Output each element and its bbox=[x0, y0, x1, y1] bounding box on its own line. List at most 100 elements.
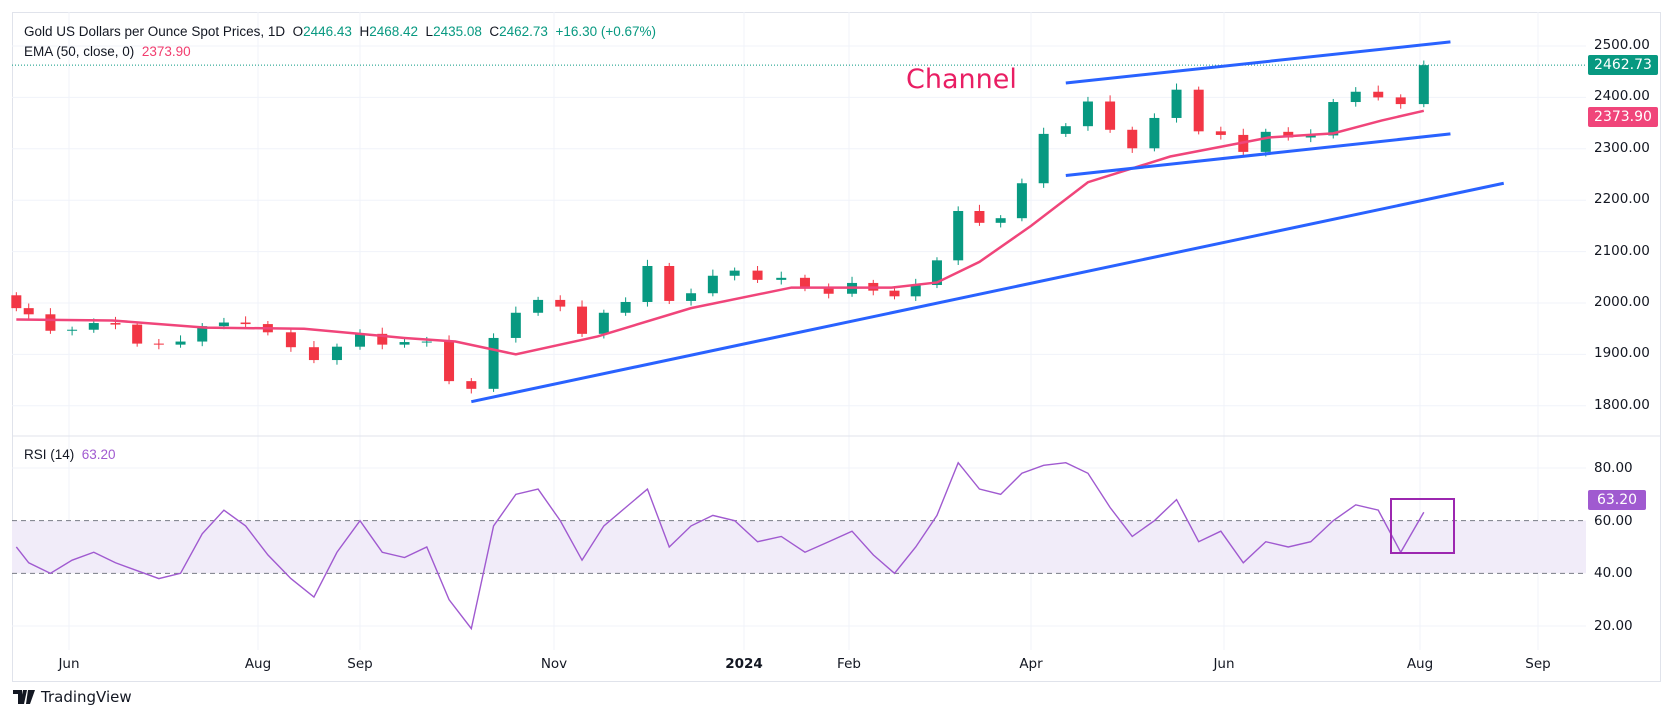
close-value: 2462.73 bbox=[499, 24, 548, 39]
time-axis-label: Jun bbox=[1213, 656, 1235, 672]
candle-body bbox=[110, 323, 121, 325]
candle-body bbox=[1305, 135, 1316, 138]
candle-body bbox=[577, 306, 588, 334]
ema-line bbox=[16, 109, 1425, 356]
time-axis-label: Feb bbox=[837, 656, 861, 672]
price-axis-label: 1800.00 bbox=[1594, 396, 1650, 413]
trendline-channel-lower bbox=[1065, 132, 1451, 178]
rsi-axis-label: 20.00 bbox=[1594, 617, 1633, 634]
candle-body bbox=[1082, 101, 1093, 127]
change-value: +16.30 (+0.67%) bbox=[555, 24, 657, 39]
candle-body bbox=[776, 277, 787, 280]
symbol-legend: Gold US Dollars per Ounce Spot Prices, 1… bbox=[24, 24, 656, 39]
trendline-support bbox=[471, 181, 1505, 404]
candle-body bbox=[1215, 131, 1226, 135]
candle-body bbox=[889, 290, 900, 297]
candle-body bbox=[686, 293, 697, 301]
candle-body bbox=[377, 333, 388, 345]
candle-body bbox=[466, 381, 477, 389]
candle-body bbox=[533, 299, 544, 313]
candle-body bbox=[1328, 102, 1339, 136]
rsi-line bbox=[15, 461, 1425, 631]
price-axis-label: 2300.00 bbox=[1594, 139, 1650, 156]
candle-body bbox=[444, 341, 455, 382]
candle-body bbox=[45, 314, 56, 331]
high-value: 2468.42 bbox=[369, 24, 419, 39]
candle-body bbox=[132, 324, 143, 344]
candle-body bbox=[1149, 117, 1160, 149]
price-axis-label: 2500.00 bbox=[1594, 37, 1650, 53]
candle-body bbox=[175, 341, 186, 345]
open-label: O bbox=[292, 24, 304, 39]
candle-body bbox=[331, 346, 342, 361]
candle-body bbox=[555, 299, 566, 307]
price-axis-label: 2200.00 bbox=[1594, 191, 1650, 208]
rsi-axis-label: 80.00 bbox=[1594, 460, 1633, 476]
rsi-value: 63.20 bbox=[81, 447, 116, 462]
candle-body bbox=[488, 337, 499, 389]
candle-body bbox=[823, 288, 834, 294]
candle-body bbox=[752, 270, 763, 280]
candle-body bbox=[910, 285, 921, 297]
rsi-axis-label: 40.00 bbox=[1594, 565, 1633, 582]
candle-body bbox=[197, 326, 208, 342]
chart-frame bbox=[12, 12, 1661, 682]
candle-body bbox=[1260, 131, 1271, 152]
high-label: H bbox=[359, 24, 370, 39]
candle-body bbox=[1038, 133, 1049, 184]
candle-body bbox=[11, 295, 22, 309]
symbol-title: Gold US Dollars per Ounce Spot Prices, 1… bbox=[24, 24, 286, 39]
time-axis-label: Sep bbox=[347, 656, 373, 672]
ema-value: 2373.90 bbox=[141, 44, 191, 59]
channel-annotation[interactable]: Channel bbox=[906, 64, 1017, 95]
candle-body bbox=[1418, 65, 1429, 105]
time-axis-label: 2024 bbox=[725, 656, 763, 672]
candle-body bbox=[1373, 91, 1384, 98]
candle-body bbox=[995, 218, 1006, 223]
time-axis-label: Jun bbox=[58, 656, 80, 672]
candle-body bbox=[218, 322, 229, 327]
candle-body bbox=[1127, 129, 1138, 149]
candle-body bbox=[1350, 91, 1361, 103]
low-label: L bbox=[425, 24, 434, 39]
time-axis-label: Sep bbox=[1525, 656, 1551, 672]
candle-body bbox=[620, 301, 631, 313]
price-axis-label: 2100.00 bbox=[1594, 242, 1650, 259]
candle-body bbox=[399, 342, 410, 345]
ema-price-tag: 2373.90 bbox=[1588, 107, 1658, 127]
candle-body bbox=[285, 332, 296, 348]
rsi-axis-label: 60.00 bbox=[1594, 512, 1633, 529]
rsi-label: RSI (14) bbox=[24, 447, 75, 462]
price-axis-label: 2400.00 bbox=[1594, 88, 1650, 105]
price-axis-label: 1900.00 bbox=[1594, 345, 1650, 362]
time-axis-label: Nov bbox=[540, 656, 568, 672]
candle-body bbox=[88, 323, 99, 330]
ema-label: EMA (50, close, 0) bbox=[24, 44, 135, 59]
candle-body bbox=[1283, 131, 1294, 138]
candle-body bbox=[1171, 89, 1182, 118]
candle-body bbox=[729, 270, 740, 276]
candle-body bbox=[1016, 183, 1027, 219]
rsi-highlight-box bbox=[1390, 498, 1455, 554]
candle-body bbox=[67, 329, 78, 331]
tradingview-logo-icon bbox=[13, 690, 35, 704]
tradingview-wordmark: TradingView bbox=[41, 688, 132, 706]
open-value: 2446.43 bbox=[303, 24, 352, 39]
candle-body bbox=[1193, 89, 1204, 132]
candle-body bbox=[799, 277, 810, 289]
candle-body bbox=[355, 333, 365, 347]
last-price-tag: 2462.73 bbox=[1588, 55, 1658, 75]
rsi-legend[interactable]: RSI (14) 63.20 bbox=[24, 447, 116, 462]
tradingview-logo[interactable]: TradingView bbox=[13, 688, 132, 706]
candle-body bbox=[953, 210, 964, 261]
rsi-value-tag: 63.20 bbox=[1588, 490, 1646, 510]
candle-body bbox=[23, 308, 34, 315]
candle-body bbox=[664, 265, 675, 301]
candle-body bbox=[510, 312, 521, 338]
candle-body bbox=[931, 260, 942, 286]
candle-body bbox=[642, 265, 653, 302]
candle-body bbox=[707, 275, 718, 294]
ema-legend[interactable]: EMA (50, close, 0) 2373.90 bbox=[24, 44, 191, 59]
